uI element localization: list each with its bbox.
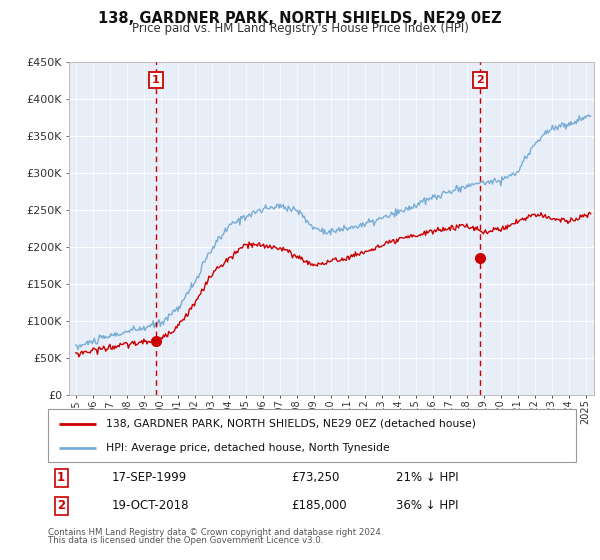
Text: £185,000: £185,000 [291, 500, 347, 512]
Text: 21% ↓ HPI: 21% ↓ HPI [397, 471, 459, 484]
Text: £73,250: £73,250 [291, 471, 339, 484]
Text: HPI: Average price, detached house, North Tyneside: HPI: Average price, detached house, Nort… [106, 443, 390, 453]
Text: 138, GARDNER PARK, NORTH SHIELDS, NE29 0EZ: 138, GARDNER PARK, NORTH SHIELDS, NE29 0… [98, 11, 502, 26]
FancyBboxPatch shape [48, 409, 576, 462]
Text: This data is licensed under the Open Government Licence v3.0.: This data is licensed under the Open Gov… [48, 536, 323, 545]
Text: Price paid vs. HM Land Registry's House Price Index (HPI): Price paid vs. HM Land Registry's House … [131, 22, 469, 35]
Text: Contains HM Land Registry data © Crown copyright and database right 2024.: Contains HM Land Registry data © Crown c… [48, 528, 383, 536]
Text: 1: 1 [57, 471, 65, 484]
Text: 19-OCT-2018: 19-OCT-2018 [112, 500, 189, 512]
Text: 1: 1 [152, 75, 160, 85]
Text: 2: 2 [57, 500, 65, 512]
Text: 2: 2 [476, 75, 484, 85]
Text: 36% ↓ HPI: 36% ↓ HPI [397, 500, 459, 512]
Text: 17-SEP-1999: 17-SEP-1999 [112, 471, 187, 484]
Text: 138, GARDNER PARK, NORTH SHIELDS, NE29 0EZ (detached house): 138, GARDNER PARK, NORTH SHIELDS, NE29 0… [106, 419, 476, 429]
